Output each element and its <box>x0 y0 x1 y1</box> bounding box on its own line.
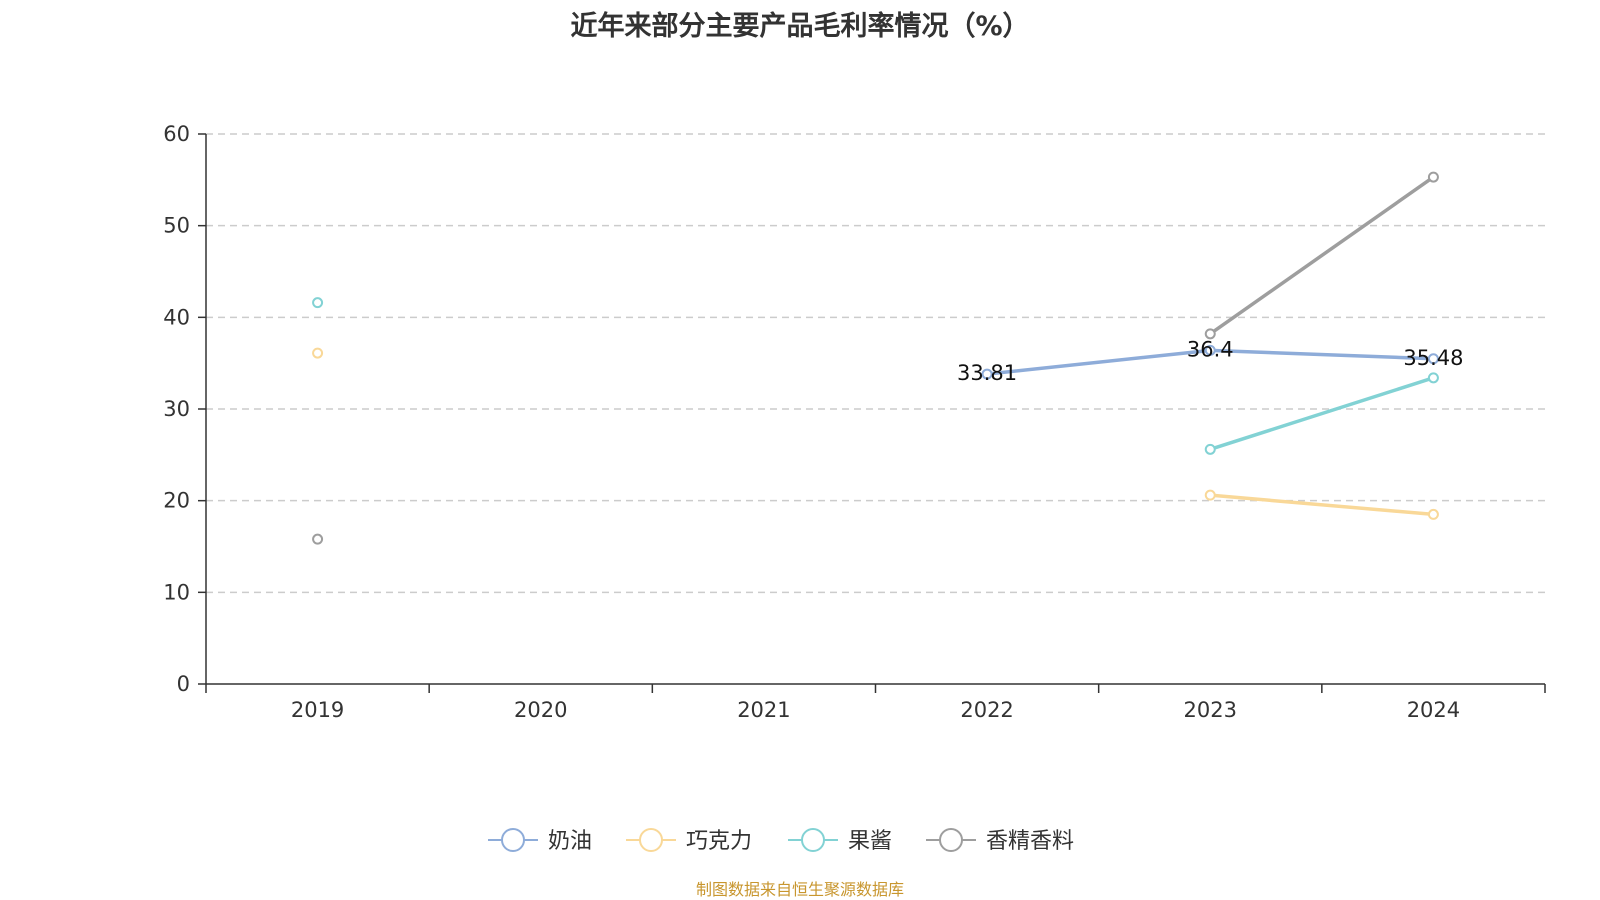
data-point <box>1427 372 1439 384</box>
x-tick-label: 2022 <box>960 698 1013 722</box>
data-point <box>1204 489 1216 501</box>
data-point <box>312 347 324 359</box>
y-tick-label: 10 <box>163 580 190 604</box>
legend-label: 奶油 <box>548 829 592 854</box>
data-label: 35.48 <box>1403 346 1463 370</box>
chart-title: 近年来部分主要产品毛利率情况（%） <box>570 11 1030 42</box>
source-note: 制图数据来自恒生聚源数据库 <box>695 880 904 899</box>
y-tick-label: 60 <box>163 122 190 146</box>
data-labels: 33.81 36.4 35.48 <box>957 337 1463 385</box>
data-point <box>312 297 324 309</box>
data-label: 33.81 <box>957 361 1017 385</box>
data-point <box>312 533 324 545</box>
legend-item-香精香料[interactable]: 香精香料 <box>926 828 1074 854</box>
legend-marker <box>801 828 825 852</box>
y-tick-label: 30 <box>163 397 190 421</box>
series-line-香精香料 <box>1208 175 1436 336</box>
legend-label: 香精香料 <box>986 829 1074 854</box>
legend-item-果酱[interactable]: 果酱 <box>788 828 892 854</box>
data-point <box>981 368 993 380</box>
legend-marker <box>939 828 963 852</box>
x-tick-label: 2023 <box>1184 698 1237 722</box>
legend-marker <box>501 828 525 852</box>
x-tick-label: 2021 <box>737 698 790 722</box>
data-point <box>1427 353 1439 365</box>
x-tick-label: 2020 <box>514 698 567 722</box>
y-tick-label: 0 <box>177 672 190 696</box>
legend-label: 巧克力 <box>686 829 752 854</box>
legend-marker <box>639 828 663 852</box>
data-point <box>1427 508 1439 520</box>
data-label: 36.4 <box>1187 337 1234 361</box>
data-point <box>1427 171 1439 183</box>
legend-label: 果酱 <box>848 829 892 854</box>
x-tick-label: 2019 <box>291 698 344 722</box>
data-point <box>1204 443 1216 455</box>
legend[interactable]: 奶油 巧克力 果酱 香精香料 <box>488 828 1074 854</box>
data-point <box>1204 328 1216 340</box>
legend-item-巧克力[interactable]: 巧克力 <box>626 828 752 854</box>
series-line-巧克力 <box>1208 493 1436 517</box>
y-tick-label: 40 <box>163 305 190 329</box>
axes: 0 10 20 30 40 50 60 2019 2020 2021 2022 2023 2024 <box>163 122 1546 722</box>
y-tick-label: 20 <box>163 489 190 513</box>
data-point <box>1204 344 1216 356</box>
series-line-果酱 <box>1208 376 1436 452</box>
grid-lines <box>206 133 1545 594</box>
legend-item-奶油[interactable]: 奶油 <box>488 828 592 854</box>
series-lines <box>312 171 1439 545</box>
x-tick-label: 2024 <box>1407 698 1460 722</box>
y-tick-label: 50 <box>163 214 190 238</box>
